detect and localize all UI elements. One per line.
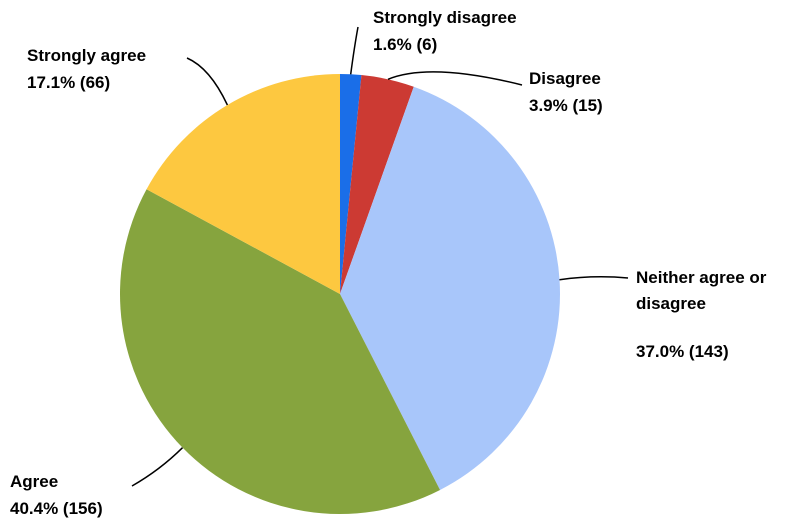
label-disagree-value: 3.9% (15)	[529, 96, 603, 115]
pie-slice-strongly-disagree	[340, 74, 362, 294]
leader-lines	[131, 26, 629, 487]
label-strongly-agree-value: 17.1% (66)	[27, 73, 110, 92]
label-neither-name-line2: disagree	[636, 294, 706, 313]
leader-line-disagree	[387, 71, 523, 86]
leader-line-agree	[131, 447, 184, 487]
label-disagree-name: Disagree	[529, 69, 601, 88]
label-strongly-agree-name: Strongly agree	[27, 46, 146, 65]
leader-line-neither-agree-or-disagree	[559, 276, 629, 281]
leader-line-strongly-agree	[186, 57, 229, 106]
pie-slice-disagree	[340, 75, 414, 294]
leader-line-strongly-disagree	[349, 26, 359, 75]
label-strongly-disagree-name: Strongly disagree	[373, 8, 517, 27]
pie-slice-agree	[119, 189, 441, 515]
label-agree-value: 40.4% (156)	[10, 499, 103, 518]
label-neither-name-line1: Neither agree or	[636, 268, 767, 287]
pie-slices	[119, 74, 561, 515]
pie-slice-neither-agree-or-disagree	[340, 86, 561, 490]
label-agree-name: Agree	[10, 472, 58, 491]
label-strongly-disagree-value: 1.6% (6)	[373, 35, 437, 54]
pie-slice-strongly-agree	[146, 74, 340, 294]
label-neither-value: 37.0% (143)	[636, 342, 729, 361]
